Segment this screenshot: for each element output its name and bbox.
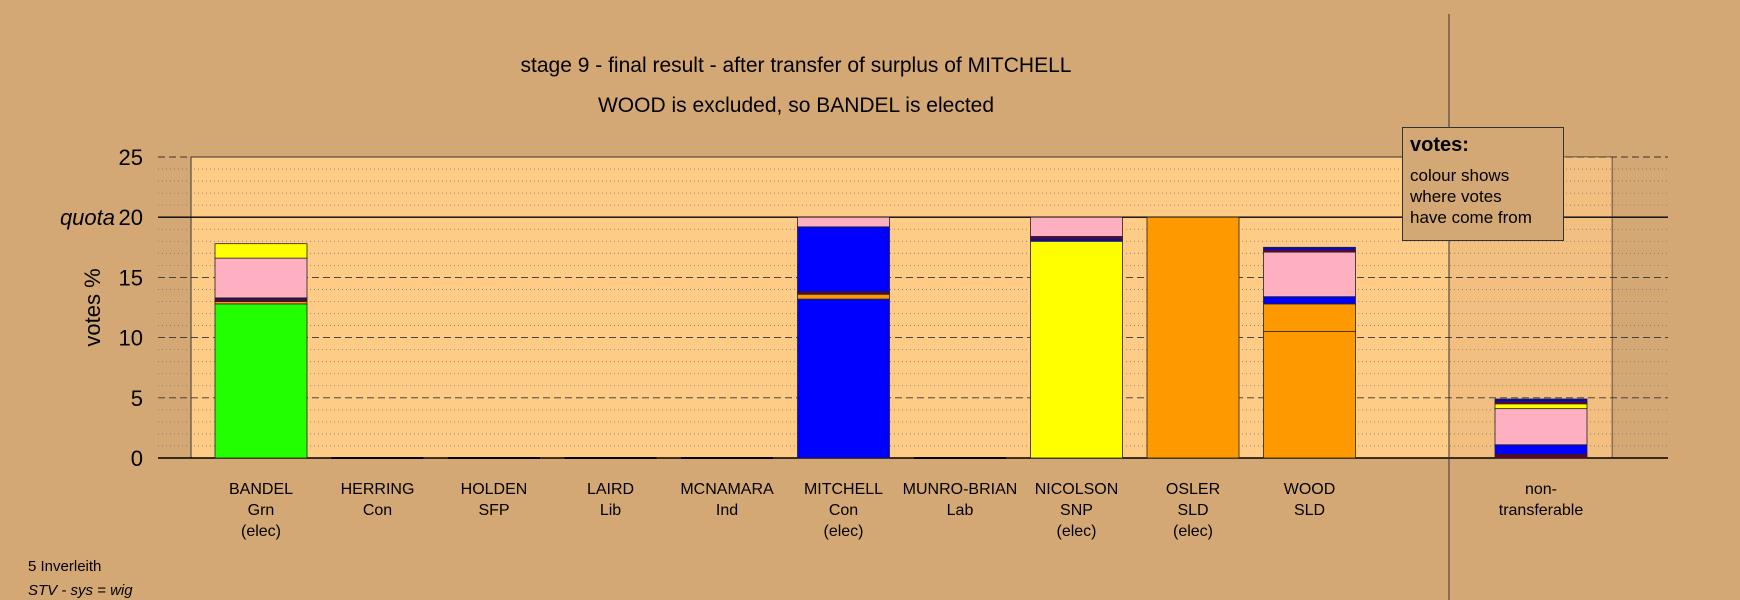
y-tick-label: 0 [131, 446, 143, 471]
candidate-status-label: (elec) [241, 523, 281, 540]
candidate-status-label: (elec) [823, 523, 863, 540]
ward-label: 5 Inverleith [28, 558, 102, 575]
bar-osler-segment [1146, 216, 1240, 459]
quota-label: quota [60, 205, 115, 230]
bar-mitchell-segment [797, 216, 890, 228]
bar-bandel-segment [214, 303, 308, 459]
legend-box: votes: colour shows where votes have com… [1402, 127, 1564, 241]
y-tick-label: 20 [119, 205, 143, 230]
candidate-name-label: MUNRO-BRIAN [903, 481, 1018, 498]
y-axis-label: votes % [80, 268, 105, 346]
bar-nontransferable-segment [1494, 444, 1588, 455]
candidate-status-label: (elec) [1173, 523, 1213, 540]
candidate-name-label: MITCHELL [804, 481, 883, 498]
candidate-name-label: NICOLSON [1035, 481, 1119, 498]
chart-subtitle: WOOD is excluded, so BANDEL is elected [598, 94, 994, 117]
candidate-status-label: (elec) [1056, 523, 1096, 540]
candidate-name-label: BANDEL [229, 481, 293, 498]
candidate-name-label: HOLDEN [461, 481, 528, 498]
legend-line-2: where votes [1410, 187, 1502, 206]
bar-nicolson-segment [1030, 216, 1123, 237]
legend-title: votes: [1410, 134, 1469, 156]
candidate-party-label: Ind [716, 502, 738, 519]
y-tick-label: 15 [119, 265, 143, 290]
bar-wood-segment [1263, 296, 1356, 305]
candidate-party-label: SFP [478, 502, 509, 519]
bar-mitchell-segment [797, 226, 890, 293]
candidate-party-label: Lib [600, 502, 621, 519]
candidate-name-label: LAIRD [587, 481, 634, 498]
candidate-party-label: SLD [1177, 502, 1208, 519]
bar-wood-segment [1263, 246, 1356, 251]
bar-mitchell-segment [797, 293, 890, 300]
bar-nontransferable-segment [1494, 398, 1588, 402]
bar-wood-segment [1263, 251, 1356, 298]
candidate-name-label: WOOD [1284, 481, 1336, 498]
plot-area [190, 156, 1613, 459]
legend-line-3: have come from [1410, 208, 1532, 227]
bar-nontransferable-segment [1494, 403, 1588, 410]
candidate-party-label: Lab [947, 502, 974, 519]
bar-mitchell-segment [797, 298, 890, 459]
candidate-name-label: HERRING [341, 481, 415, 498]
candidate-party-label: SLD [1294, 502, 1325, 519]
legend-line-1: colour shows [1410, 166, 1510, 185]
bar-nontransferable-segment [1494, 453, 1588, 459]
chart-title: stage 9 - final result - after transfer … [521, 54, 1072, 77]
bar-nontransferable-segment [1494, 408, 1588, 446]
bar-wood-segment [1263, 331, 1356, 459]
bar-bandel-segment [214, 257, 308, 299]
y-tick-label: 10 [119, 326, 143, 351]
bar-wood-segment [1263, 303, 1356, 332]
system-label: STV - sys = wig [28, 582, 133, 599]
y-tick-label: 25 [119, 145, 143, 170]
candidate-party-label: Grn [248, 502, 275, 519]
candidate-party-label: Con [829, 502, 858, 519]
nontransferable-label-1: non- [1525, 481, 1557, 498]
y-tick-label: 5 [131, 386, 143, 411]
nontransferable-label-2: transferable [1499, 502, 1584, 519]
candidate-name-label: OSLER [1166, 481, 1220, 498]
candidate-party-label: Con [363, 502, 392, 519]
candidate-name-label: MCNAMARA [680, 481, 774, 498]
candidate-party-label: SNP [1060, 502, 1093, 519]
bar-bandel-segment [214, 243, 308, 259]
bar-nicolson-segment [1030, 240, 1123, 459]
